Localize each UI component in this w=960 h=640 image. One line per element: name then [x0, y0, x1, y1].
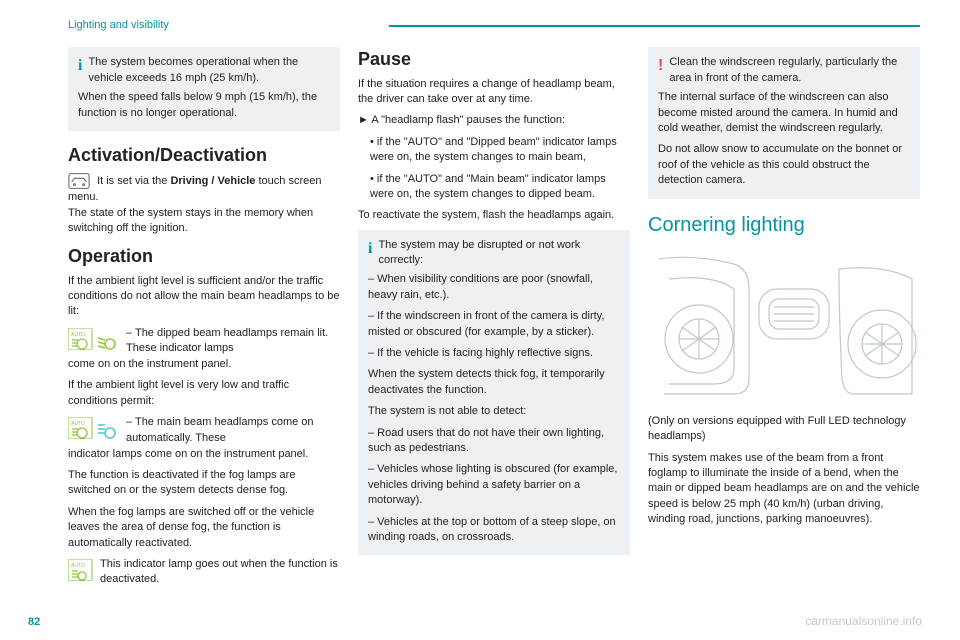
op-p3: If the ambient light level is very low a…: [68, 378, 340, 409]
op-lamp-row-1: AUTO – The dipped beam headlamps remain …: [68, 326, 340, 357]
column-3: ! Clean the windscreen regularly, partic…: [648, 47, 920, 588]
activation-para: It is set via the Driving / Vehicle touc…: [68, 172, 340, 205]
info-text-2: When the speed falls below 9 mph (15 km/…: [78, 90, 330, 121]
column-1: i The system becomes operational when th…: [68, 47, 340, 588]
page-header: Lighting and visibility: [68, 18, 920, 33]
corner-p2: This system makes use of the beam from a…: [648, 451, 920, 528]
warn-l3: Do not allow snow to accumulate on the b…: [658, 142, 910, 188]
op-p2b: come on on the instrument panel.: [68, 357, 340, 372]
heading-pause: Pause: [358, 47, 630, 72]
car-icon: [68, 172, 90, 190]
pause-p3: To reactivate the system, flash the head…: [358, 208, 630, 223]
op-lamp-row-2: AUTO – The main beam headlamps come on a…: [68, 415, 340, 446]
info-box-operational: i The system becomes operational when th…: [68, 47, 340, 131]
svg-text:AUTO: AUTO: [71, 332, 85, 338]
corner-p1: (Only on versions equipped with Full LED…: [648, 414, 920, 445]
heading-activation: Activation/Deactivation: [68, 143, 340, 168]
watermark: carmanualsonline.info: [805, 613, 922, 630]
warn-box-windscreen: ! Clean the windscreen regularly, partic…: [648, 47, 920, 198]
heading-operation: Operation: [68, 244, 340, 269]
page-number: 82: [28, 615, 40, 630]
auto-main-lamp-icon: AUTO: [68, 417, 120, 444]
disrupt-l3: – If the windscreen in front of the came…: [368, 309, 620, 340]
content-columns: i The system becomes operational when th…: [68, 47, 920, 588]
section-title: Lighting and visibility: [68, 18, 169, 33]
disrupt-l2: – When visibility conditions are poor (s…: [368, 272, 620, 303]
disrupt-l6: The system is not able to detect:: [368, 404, 620, 419]
svg-text:AUTO: AUTO: [71, 563, 85, 569]
disrupt-l9: – Vehicles at the top or bottom of a ste…: [368, 515, 620, 546]
header-rule: [389, 25, 920, 27]
column-2: Pause If the situation requires a change…: [358, 47, 630, 588]
auto-dip-lamp-icon: AUTO: [68, 328, 120, 355]
svg-text:AUTO: AUTO: [71, 421, 85, 427]
cornering-illustration: [648, 249, 920, 399]
activation-text-a: It is set via the: [97, 175, 170, 187]
op-p2a: – The dipped beam headlamps remain lit. …: [126, 327, 328, 354]
op-p1: If the ambient light level is sufficient…: [68, 274, 340, 320]
activation-p2: The state of the system stays in the mem…: [68, 206, 340, 237]
op-p5: The function is deactivated if the fog l…: [68, 468, 340, 499]
pause-b1: • if the "AUTO" and "Dipped beam" indica…: [370, 135, 630, 166]
info-icon: i: [78, 55, 82, 77]
pause-p1: If the situation requires a change of he…: [358, 77, 630, 108]
pause-p2: ► A "headlamp flash" pauses the function…: [358, 113, 630, 128]
warn-l1: Clean the windscreen regularly, particul…: [669, 56, 897, 83]
disrupt-l5: When the system detects thick fog, it te…: [368, 367, 620, 398]
warn-l2: The internal surface of the windscreen c…: [658, 90, 910, 136]
disrupt-l4: – If the vehicle is facing highly reflec…: [368, 346, 620, 361]
op-p4a: – The main beam headlamps come on automa…: [126, 416, 314, 443]
warning-icon: !: [658, 55, 663, 77]
activation-text-b: Driving / Vehicle: [170, 175, 255, 187]
disrupt-l7: – Road users that do not have their own …: [368, 426, 620, 457]
auto-lamp-off-icon: AUTO: [68, 559, 94, 586]
heading-cornering: Cornering lighting: [648, 211, 920, 239]
op-lamp-row-3: AUTO This indicator lamp goes out when t…: [68, 557, 340, 588]
disrupt-l1: The system may be disrupted or not work …: [378, 239, 580, 266]
info-box-disrupt: i The system may be disrupted or not wor…: [358, 230, 630, 556]
op-p6: When the fog lamps are switched off or t…: [68, 505, 340, 551]
op-p7: This indicator lamp goes out when the fu…: [100, 558, 338, 585]
info-icon: i: [368, 238, 372, 260]
disrupt-l8: – Vehicles whose lighting is obscured (f…: [368, 462, 620, 508]
op-p4b: indicator lamps come on on the instrumen…: [68, 447, 340, 462]
pause-b2: • if the "AUTO" and "Main beam" indicato…: [370, 172, 630, 203]
info-text-1: The system becomes operational when the …: [88, 56, 298, 83]
